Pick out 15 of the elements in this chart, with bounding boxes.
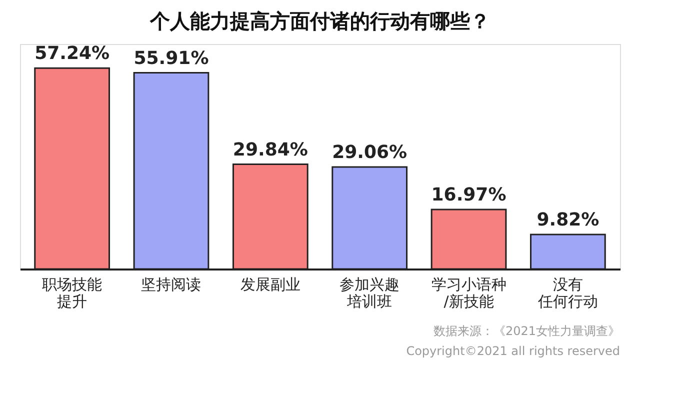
x-tick-label: 参加兴趣培训班 — [340, 276, 400, 310]
data-label: 55.91% — [134, 48, 209, 69]
source-note: 数据来源：《2021女性力量调查》 — [433, 324, 620, 338]
data-label: 16.97% — [431, 184, 506, 206]
data-label: 29.06% — [332, 142, 408, 164]
x-tick-label: 没有任何行动 — [536, 276, 598, 310]
data-label: 57.24% — [34, 43, 110, 64]
x-tick-label: 发展副业 — [240, 276, 300, 294]
x-tick-label: 坚持阅读 — [141, 276, 202, 294]
x-tick-label: 学习小语种/新技能 — [431, 276, 506, 310]
data-label: 9.82% — [536, 210, 600, 231]
chart-title: 个人能力提高方面付诸的行动有哪些？ — [149, 9, 490, 33]
data-label: 29.84% — [232, 139, 308, 160]
x-tick-label: 职场技能提升 — [42, 276, 102, 310]
text: Copyright©2021 all rights reserved — [406, 344, 620, 358]
